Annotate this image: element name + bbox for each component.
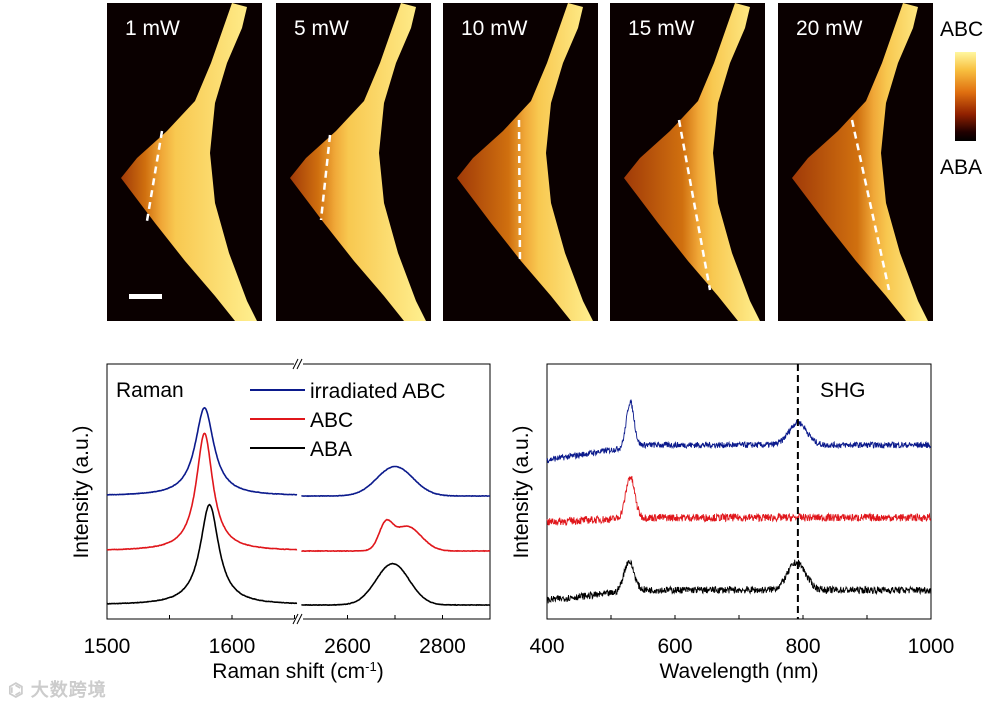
x-tick-label: 1000 xyxy=(908,635,955,658)
y-axis-label: Intensity (a.u.) xyxy=(510,425,533,558)
series-line-irradiated-abc xyxy=(301,465,490,498)
flake-shape xyxy=(457,3,593,321)
power-label: 10 mW xyxy=(461,17,528,40)
x-tick-label: 1600 xyxy=(209,635,256,658)
boundary-dashed-line xyxy=(319,134,332,221)
scale-bar xyxy=(129,294,162,299)
x-axis-label: Raman shift (cm-1) xyxy=(212,659,383,684)
x-tick-label: 2800 xyxy=(419,635,466,658)
series-line-abc xyxy=(301,518,491,553)
axis-break-mark xyxy=(296,613,303,625)
axis-break-mark xyxy=(292,358,299,370)
power-label: 1 mW xyxy=(125,17,180,40)
legend-label: ABA xyxy=(310,438,352,461)
shg-chart: 400 600 800 1000 SHG Intensity (a.u.) Waveleng… xyxy=(510,363,955,683)
axis-break-gap xyxy=(294,358,303,370)
image-panel: 15 mW xyxy=(610,3,765,321)
flake-shape xyxy=(624,3,760,321)
power-label: 15 mW xyxy=(628,17,695,40)
series-line-irradiated-abc xyxy=(106,406,298,496)
colorbar-top-label: ABC xyxy=(940,18,984,41)
boundary-dashed-line xyxy=(145,130,164,222)
series-line-abc xyxy=(106,432,298,551)
image-panel: 10 mW xyxy=(443,3,598,321)
superscript: -1 xyxy=(365,659,377,674)
legend-label: ABC xyxy=(310,409,353,432)
series-line-abc xyxy=(546,475,932,527)
chart-title: SHG xyxy=(820,379,866,402)
raman-chart: 1500 1600 2600 2800 ABA ABC irradiated ABC Rama… xyxy=(70,358,491,684)
x-tick-label: 800 xyxy=(785,635,820,658)
plot-frame xyxy=(546,363,932,620)
x-axis-label: Wavelength (nm) xyxy=(659,660,818,683)
paren: ) xyxy=(377,660,384,683)
image-panel: 1 mW xyxy=(107,3,262,321)
colorbar-bottom-label: ABA xyxy=(940,156,983,179)
series-line-irradiated-abc xyxy=(546,398,932,464)
legend-label: irradiated ABC xyxy=(310,380,445,403)
colorbar xyxy=(955,52,976,141)
chart-title: Raman xyxy=(116,379,184,402)
watermark: ⌬ 大数跨境 xyxy=(8,680,107,700)
series-line-aba xyxy=(546,559,932,604)
image-panel: 5 mW xyxy=(276,3,431,321)
x-tick-label: 1500 xyxy=(84,635,131,658)
axis-break-gap xyxy=(294,613,303,625)
x-tick-label: 2600 xyxy=(324,635,371,658)
boundary-dashed-line xyxy=(850,119,891,291)
x-tick-label: 600 xyxy=(657,635,692,658)
series-line-aba xyxy=(301,562,490,607)
axis-break-mark xyxy=(296,358,303,370)
power-label: 20 mW xyxy=(796,17,863,40)
flake-shape xyxy=(290,3,426,321)
power-label: 5 mW xyxy=(294,17,349,40)
flake-shape xyxy=(121,3,257,321)
axis-break-mark xyxy=(292,613,299,625)
x-tick-label: 400 xyxy=(529,635,564,658)
image-panel: 20 mW xyxy=(778,3,933,321)
y-axis-label: Intensity (a.u.) xyxy=(70,425,93,558)
series-line-aba xyxy=(106,503,298,605)
boundary-dashed-line xyxy=(677,119,712,291)
